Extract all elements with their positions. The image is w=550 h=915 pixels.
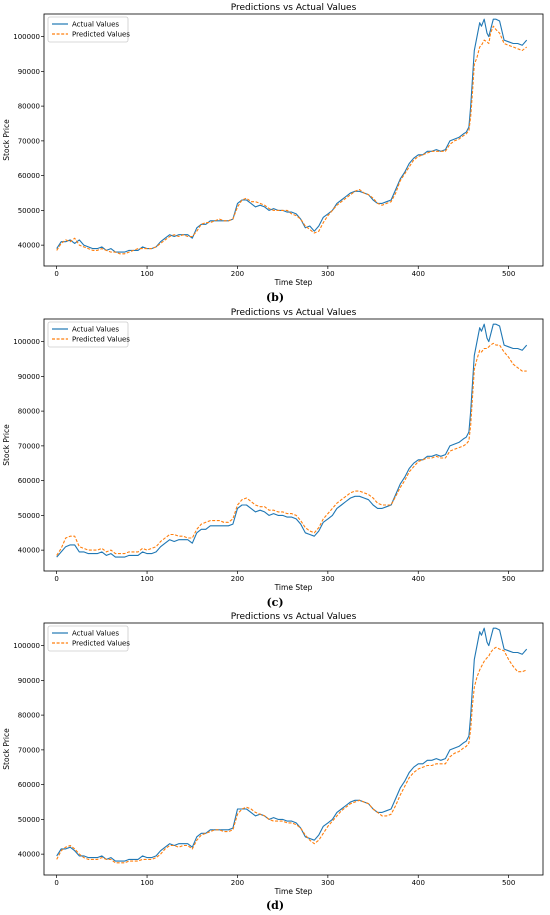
y-axis-label: Stock Price [2,119,11,161]
y-tick-label: 90000 [18,68,40,76]
x-axis-label: Time Step [274,887,313,896]
x-tick-label: 500 [502,879,515,887]
x-axis-label: Time Step [274,583,313,592]
x-tick-label: 400 [412,270,425,278]
legend: Actual Values Predicted Values [47,625,130,652]
y-tick-label: 80000 [18,103,40,111]
legend: Actual Values Predicted Values [47,321,130,348]
x-tick-label: 500 [502,575,515,583]
y-tick-label: 90000 [18,677,40,685]
legend-label: Predicted Values [72,640,130,648]
legend-label: Actual Values [72,326,119,334]
series-line-predicted [56,342,527,556]
y-tick-label: 60000 [18,477,40,485]
y-axis-label: Stock Price [2,424,11,466]
x-tick-label: 200 [231,575,244,583]
legend-label: Predicted Values [72,336,130,344]
x-tick-label: 300 [321,270,334,278]
y-tick-label: 90000 [18,373,40,381]
chart-panel-b: Predictions vs Actual Values 0 100 200 300 40… [0,0,550,288]
x-tick-label: 400 [412,879,425,887]
series-line-actual [56,627,528,862]
y-tick-label: 60000 [18,172,40,180]
panel-label-b: (b) [265,291,285,304]
chart-title: Predictions vs Actual Values [231,3,357,13]
x-tick-label: 100 [140,879,153,887]
x-tick-label: 300 [321,575,334,583]
x-tick-label: 500 [502,270,515,278]
chart-title: Predictions vs Actual Values [231,612,357,622]
plot-frame [43,622,544,876]
legend-label: Actual Values [72,630,119,638]
series-line-predicted [56,646,527,864]
plot-frame [43,13,544,267]
y-tick-label: 100000 [13,338,40,346]
panel-label-d: (d) [265,899,285,912]
x-tick-label: 200 [231,270,244,278]
legend: Actual Values Predicted Values [47,16,130,43]
y-tick-label: 70000 [18,442,40,450]
legend-label: Predicted Values [72,31,130,39]
legend-box [47,16,129,43]
x-tick-label: 100 [140,270,153,278]
series-line-actual [56,18,528,253]
y-tick-label: 50000 [18,512,40,520]
y-tick-label: 70000 [18,137,40,145]
y-tick-label: 50000 [18,207,40,215]
y-tick-label: 80000 [18,408,40,416]
legend-box [47,625,129,652]
legend-box [47,321,129,348]
y-tick-label: 40000 [18,242,40,250]
x-axis-label: Time Step [274,278,313,287]
y-tick-label: 70000 [18,746,40,754]
y-axis-label: Stock Price [2,728,11,770]
plot-frame [43,318,544,572]
chart-title: Predictions vs Actual Values [231,308,357,318]
x-tick-label: 100 [140,575,153,583]
y-tick-label: 60000 [18,781,40,789]
series-line-actual [56,323,528,558]
chart-panel-d: Predictions vs Actual Values 0 100 200 300 40… [0,609,550,897]
y-tick-label: 100000 [13,33,40,41]
y-tick-label: 80000 [18,712,40,720]
y-tick-label: 50000 [18,816,40,824]
x-tick-label: 0 [54,270,58,278]
x-tick-label: 300 [321,879,334,887]
x-tick-label: 400 [412,575,425,583]
y-tick-label: 40000 [18,547,40,555]
x-tick-label: 0 [54,575,58,583]
y-tick-label: 100000 [13,642,40,650]
legend-label: Actual Values [72,21,119,29]
series-line-predicted [56,25,528,255]
chart-panel-c: Predictions vs Actual Values 0 100 200 300 40… [0,305,550,593]
line-chart-d: Predictions vs Actual Values 0 100 200 300 40… [2,612,544,896]
y-tick-label: 40000 [18,851,40,859]
x-tick-label: 0 [54,879,58,887]
line-chart-b: Predictions vs Actual Values 0 100 200 300 40… [2,3,544,287]
x-tick-label: 200 [231,879,244,887]
panel-label-c: (c) [266,596,284,609]
line-chart-c: Predictions vs Actual Values 0 100 200 300 40… [2,308,544,592]
